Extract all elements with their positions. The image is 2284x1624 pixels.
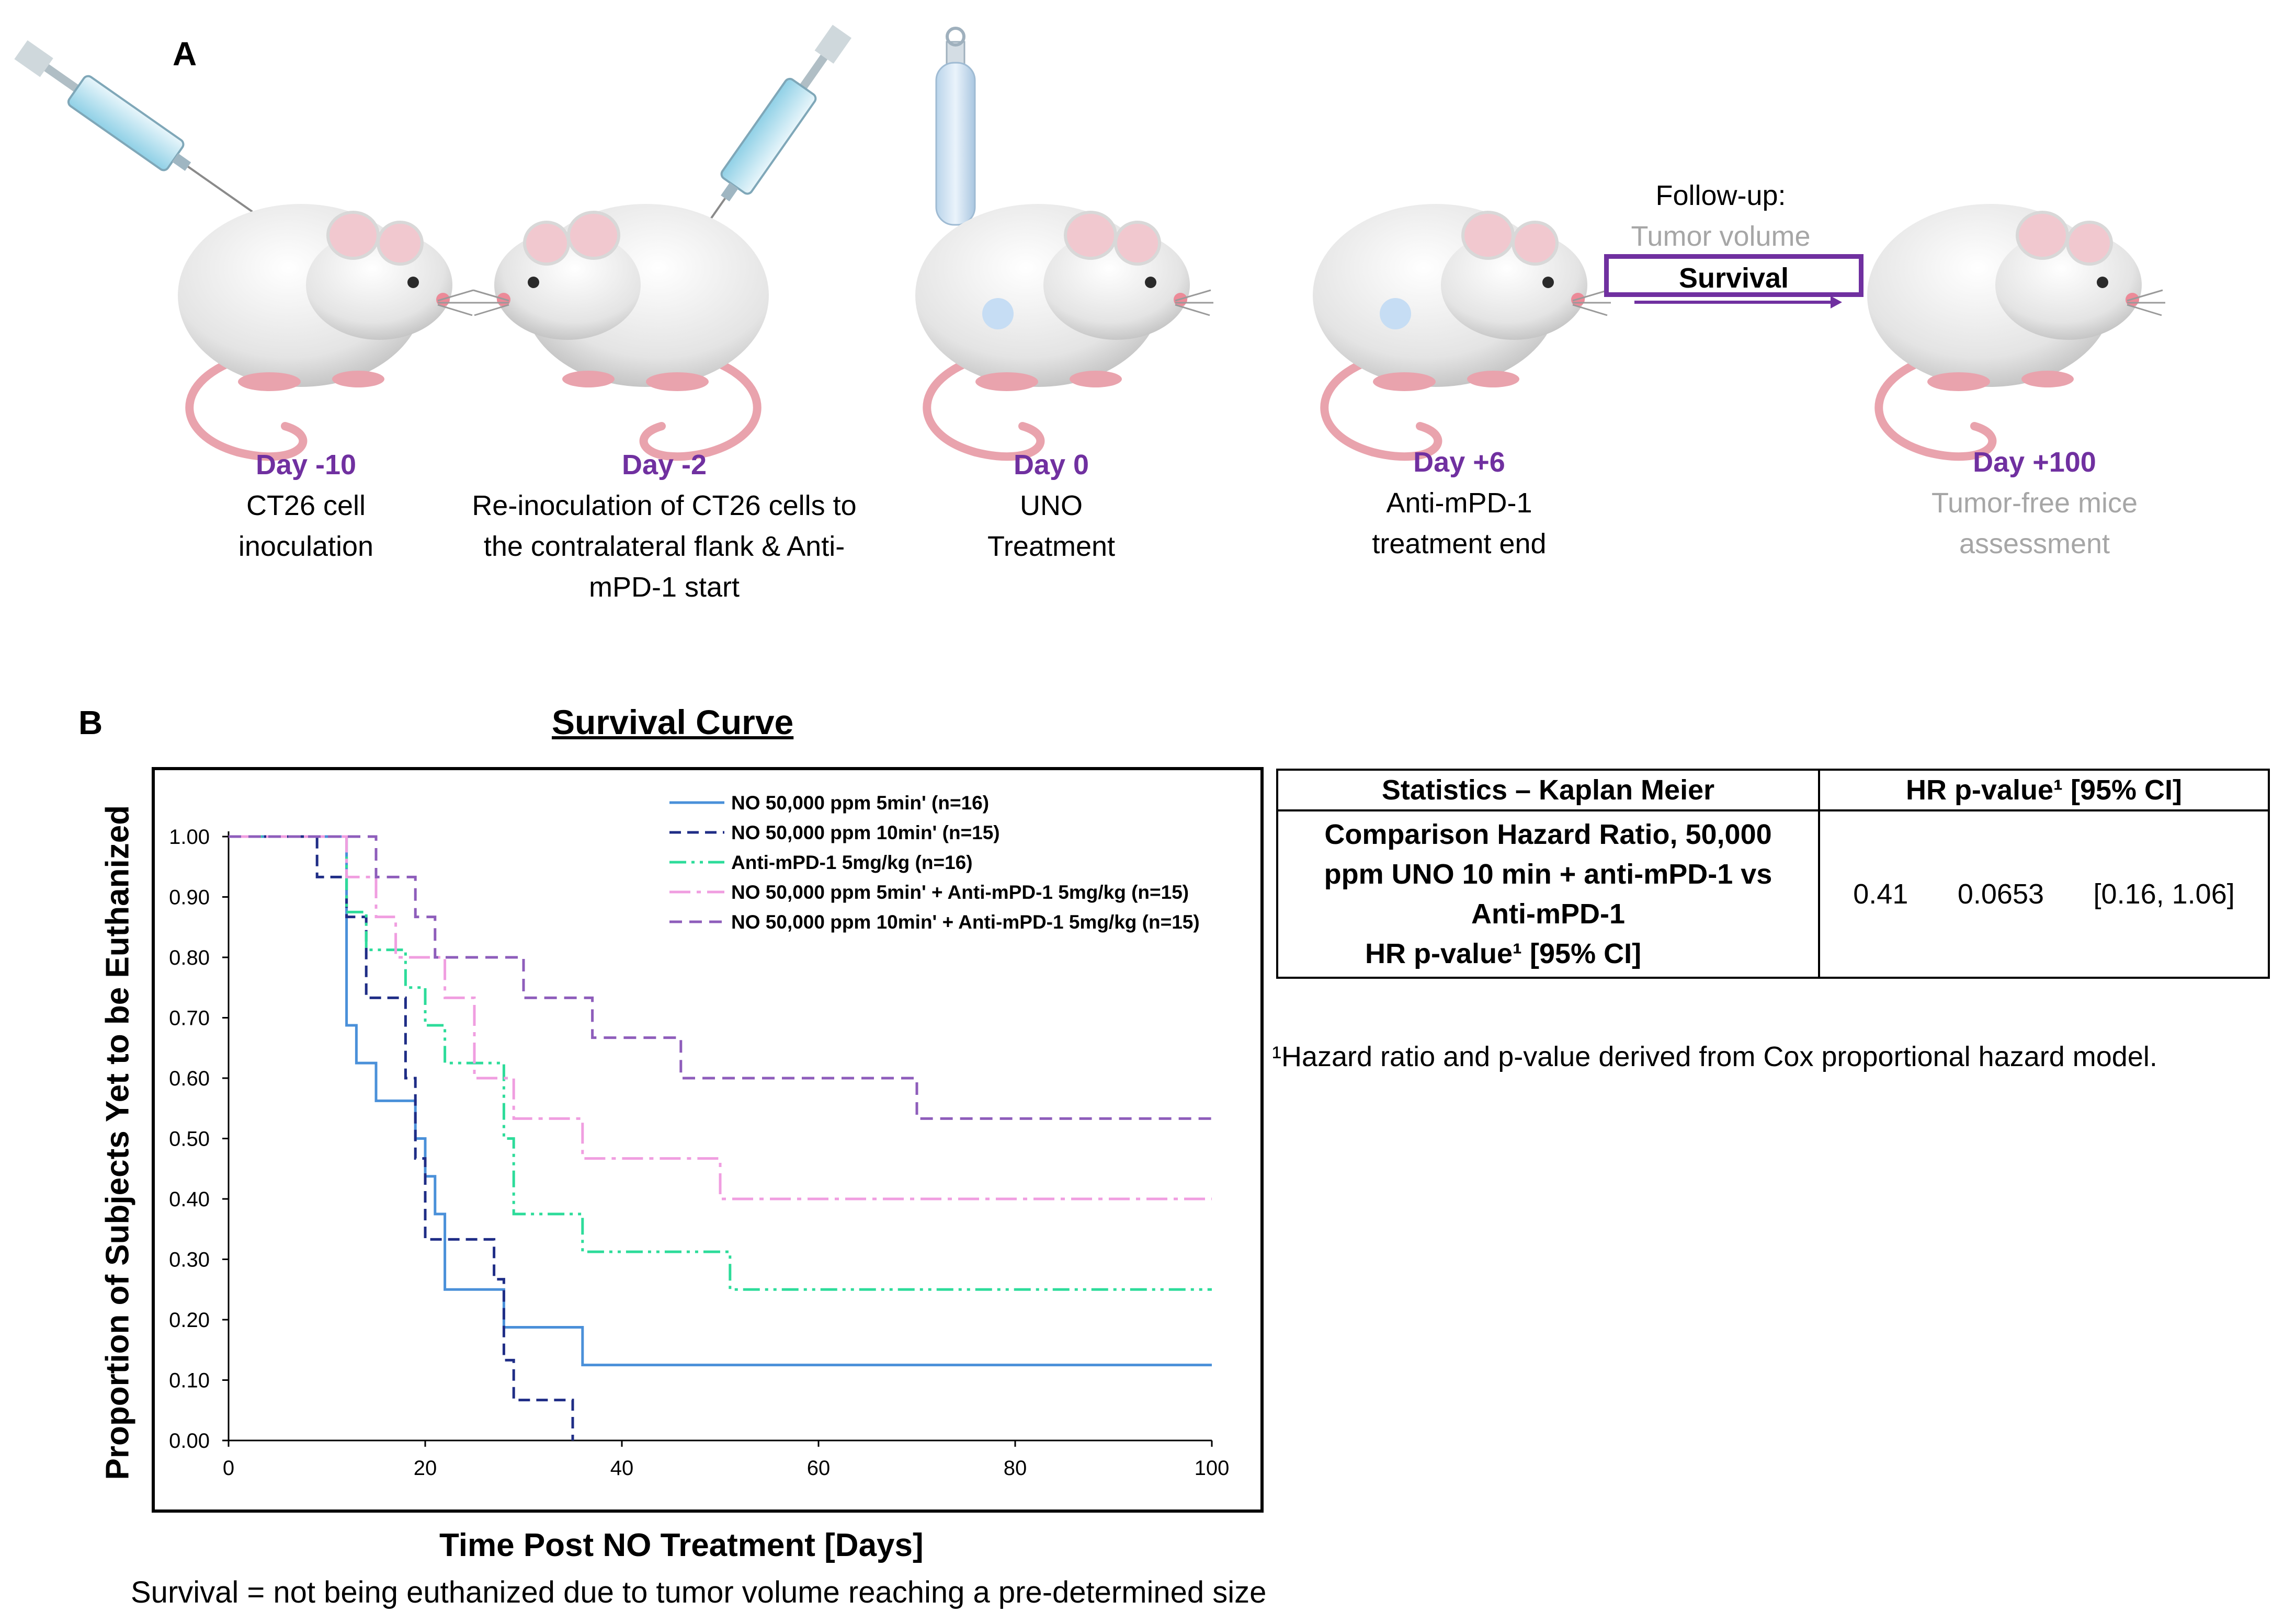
followup-arrow [1634,296,1842,308]
legend-label: NO 50,000 ppm 10min' (n=15) [731,822,1000,843]
hr-value: 0.41 [1853,878,1908,910]
y-tick-label: 1.00 [169,826,210,849]
legend-label: NO 50,000 ppm 5min' + Anti-mPD-1 5mg/kg … [731,882,1189,903]
x-tick-label: 60 [807,1457,831,1480]
step-day-plus-6: Day +6 Anti-mPD-1 treatment end [1323,442,1595,564]
panel-a-letter: A [173,35,197,73]
step-day: Day 0 [1013,449,1089,481]
y-tick-label: 0.00 [169,1429,210,1453]
y-tick-label: 0.90 [169,886,210,909]
row-label-line: ppm UNO 10 min + anti-mPD-1 vs [1324,859,1772,890]
p-value: 0.0653 [1957,878,2044,910]
chart-frame [152,767,1264,1513]
step-desc: mPD-1 start [588,571,740,603]
step-day: Day +100 [1973,447,2096,478]
step-desc: UNO [1020,490,1083,521]
step-desc: Re-inoculation of CT26 cells to [472,490,857,521]
survival-definition: Survival = not being euthanized due to t… [131,1575,1267,1609]
step-desc: Anti-mPD-1 [1386,487,1532,519]
footnote: ¹Hazard ratio and p-value derived from C… [1272,1041,2157,1072]
series-line [229,835,1212,1200]
y-tick-label: 0.20 [169,1309,210,1332]
y-tick-label: 0.70 [169,1007,210,1030]
table-row-label: Comparison Hazard Ratio, 50,000 ppm UNO … [1276,809,1820,979]
step-desc: CT26 cell [246,490,366,521]
x-tick-label: 40 [610,1457,634,1480]
step-day-plus-100: Day +100 Tumor-free mice assessment [1872,442,2197,564]
mouse-icon [1313,204,1611,456]
step-desc: assessment [1959,528,2110,559]
stats-table: Statistics – Kaplan Meier HR p-value¹ [9… [1276,769,2270,979]
y-tick-label: 0.80 [169,946,210,969]
chart-axes: 0 20 40 60 80 100 0.00 0.10 0.20 0.30 0.40 0.50 0.60… [169,826,1229,1480]
y-tick-label: 0.50 [169,1128,210,1151]
step-day-0: Day 0 UNO Treatment [921,444,1182,567]
step-desc: Tumor-free mice [1931,487,2138,519]
y-tick-label: 0.40 [169,1188,210,1211]
step-day-minus-2: Day -2 Re-inoculation of CT26 cells to t… [439,444,889,608]
followup-label: Follow-up: [1655,180,1786,211]
mouse-icon [915,204,1213,456]
step-desc: inoculation [238,531,374,562]
syringe-icon [14,40,253,213]
step-desc: the contralateral flank & Anti- [483,531,845,562]
panel-b-letter: B [78,704,103,741]
series-line [229,835,1212,1291]
y-tick-label: 0.10 [169,1369,210,1392]
table-row-values: 0.41 0.0653 [0.16, 1.06] [1818,809,2270,979]
x-tick-label: 100 [1195,1457,1230,1480]
row-label-line: Comparison Hazard Ratio, 50,000 [1324,819,1772,850]
chart-legend: NO 50,000 ppm 5min' (n=16) NO 50,000 ppm … [669,792,1200,933]
chart-series [229,835,1212,1440]
step-day: Day -2 [621,449,707,481]
ci-value: [0.16, 1.06] [2093,878,2235,910]
y-tick-label: 0.60 [169,1067,210,1090]
x-tick-label: 0 [223,1457,234,1480]
legend-label: NO 50,000 ppm 5min' (n=16) [731,792,989,814]
y-tick-label: 0.30 [169,1249,210,1272]
followup-tumor-volume: Tumor volume [1631,221,1811,252]
chart-title: Survival Curve [552,703,794,741]
x-tick-label: 80 [1004,1457,1027,1480]
step-desc: Treatment [987,531,1116,562]
step-day: Day +6 [1413,447,1505,478]
series-line [229,835,1212,1367]
followup-block: Follow-up: Tumor volume [1616,175,1825,257]
row-label-line: Anti-mPD-1 [1471,898,1625,930]
syringe-icon [685,25,852,255]
table-header-values: HR p-value¹ [95% CI] [1818,769,2270,811]
table-header-stat: Statistics – Kaplan Meier [1276,769,1820,811]
legend-label: Anti-mPD-1 5mg/kg (n=16) [731,852,973,873]
gas-tank-icon [935,27,976,226]
series-line [229,835,1212,1120]
timeline-illustration [14,25,2284,471]
x-tick-label: 20 [414,1457,437,1480]
step-day-minus-10: Day -10 CT26 cell inoculation [152,444,460,567]
x-axis-label: Time Post NO Treatment [Days] [439,1527,924,1563]
legend-label: NO 50,000 ppm 10min' + Anti-mPD-1 5mg/kg… [731,911,1200,933]
step-desc: treatment end [1372,528,1547,559]
row-sub-label: HR p-value¹ [95% CI] [1365,938,1642,969]
survival-box: Survival [1604,254,1863,297]
step-day: Day -10 [255,449,357,481]
series-line [229,835,574,1440]
